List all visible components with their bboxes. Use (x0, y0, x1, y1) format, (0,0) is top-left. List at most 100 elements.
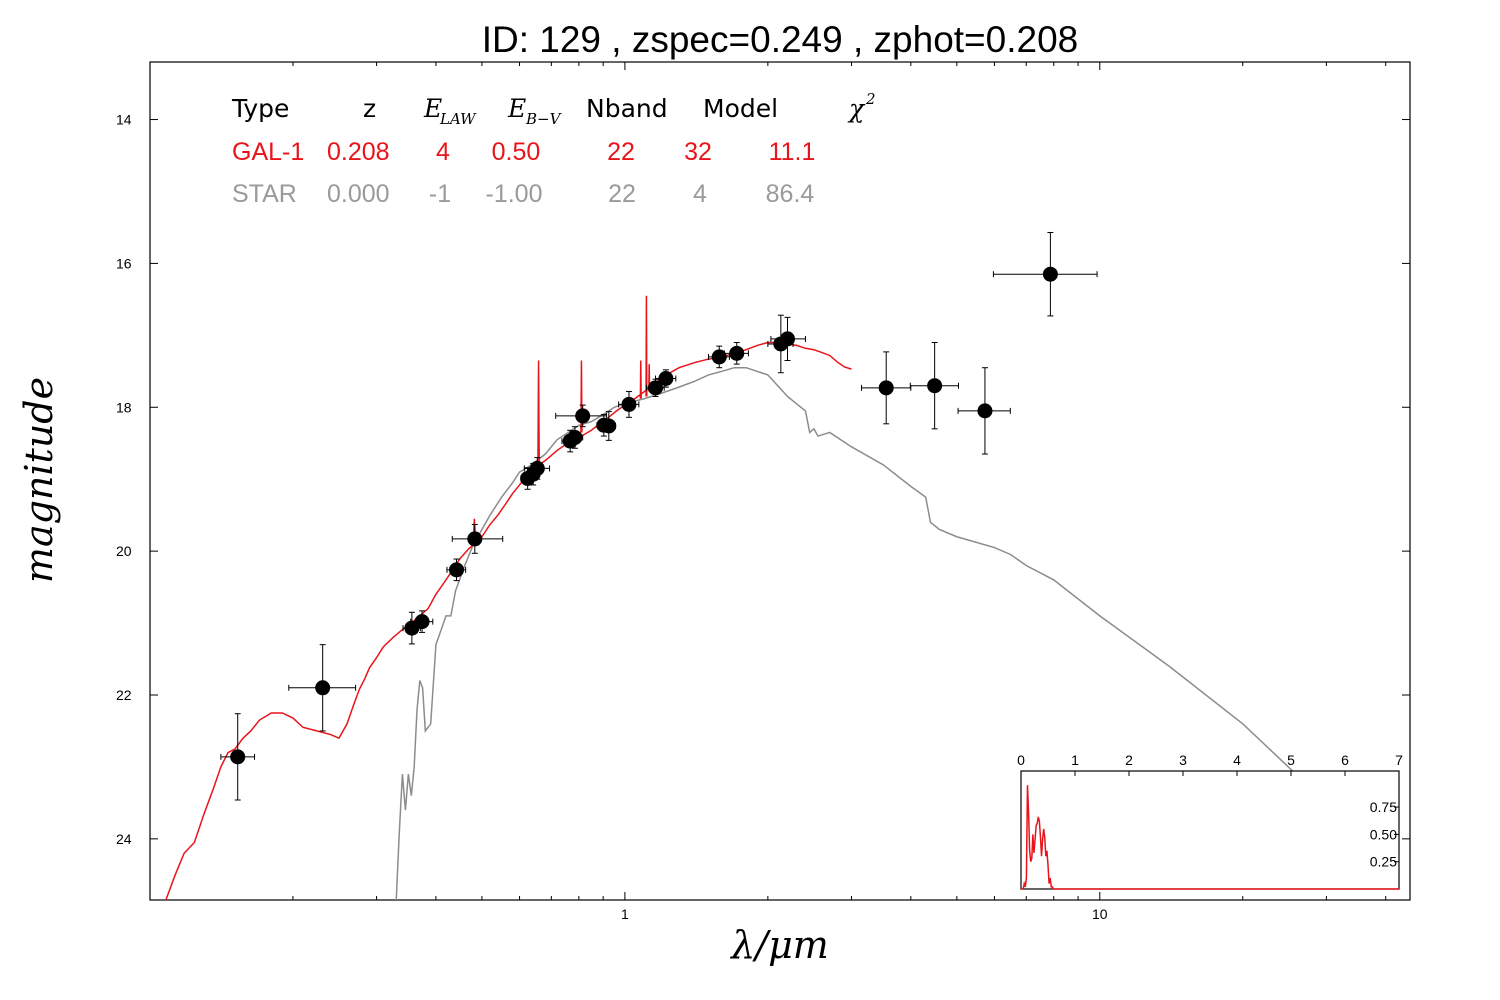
data-point-marker (449, 562, 465, 578)
data-point-marker (414, 614, 430, 630)
photometry-point (957, 367, 1011, 455)
data-point-marker (977, 403, 993, 419)
data-point-marker (1042, 266, 1058, 282)
data-point-marker (621, 396, 637, 412)
gal-ebv: 0.50 (492, 138, 541, 166)
y-tick-label: 14 (116, 112, 132, 128)
header-model: Model (703, 94, 778, 123)
inset-x-tick-label: 3 (1179, 752, 1187, 768)
header-ebv-subscript: B−V (525, 110, 563, 128)
emission-line-spike (645, 295, 648, 397)
header-nband: Nband (586, 94, 668, 123)
header-ebv: E (507, 94, 526, 123)
photometry-point (992, 231, 1098, 317)
photometry-point (410, 610, 434, 633)
photometry-point (770, 316, 806, 362)
inset-x-tick-label: 0 (1017, 752, 1025, 768)
data-point-marker (575, 408, 591, 424)
row-galaxy: GAL-1 0.208 4 0.50 22 32 11.1 (232, 138, 815, 166)
photometry-point (288, 644, 357, 732)
photometry-point (523, 457, 551, 480)
inset-x-tick-label: 6 (1341, 752, 1349, 768)
data-point-marker (315, 680, 331, 696)
inset-x-tick-label: 4 (1233, 752, 1241, 768)
star-model-line (395, 366, 1327, 900)
emission-line-spike (639, 360, 642, 399)
star-chi2: 86.4 (766, 180, 815, 208)
data-point-marker (711, 349, 727, 365)
data-point-marker (601, 418, 617, 434)
star-z: 0.000 (327, 180, 390, 208)
photometry-point (618, 390, 640, 418)
inset-x-tick-label: 2 (1125, 752, 1133, 768)
plot-area (165, 231, 1327, 900)
emission-line-spike (537, 360, 540, 462)
photometry-point (645, 378, 665, 397)
star-model: 4 (693, 180, 707, 208)
galaxy-model-line (165, 341, 852, 900)
row-star: STAR 0.000 -1 -1.00 22 4 86.4 (232, 180, 814, 208)
y-tick-label: 24 (116, 831, 132, 847)
gal-model: 32 (684, 138, 712, 166)
photometry-point (909, 342, 959, 430)
header-elaw-subscript: LAW (439, 110, 477, 128)
pdz-inset-plot: 0 1 2 3 4 5 6 7 0.25 0.50 0.75 (1017, 752, 1403, 890)
data-point-marker (729, 345, 745, 361)
data-point-marker (927, 378, 943, 394)
header-z: z (363, 94, 376, 123)
data-point-marker (529, 460, 545, 476)
photometry-point (708, 345, 730, 369)
header-chi2-superscript: 2 (865, 90, 876, 108)
data-point-marker (780, 331, 796, 347)
data-point-marker (648, 380, 664, 396)
y-axis-label: magnitude (17, 377, 61, 583)
photometry-point (451, 524, 504, 554)
photometry-point (723, 342, 749, 365)
photometry-point (601, 411, 617, 441)
gal-z: 0.208 (327, 138, 390, 166)
y-tick-label: 20 (116, 543, 132, 559)
header-type: Type (231, 94, 289, 123)
y-tick-label: 22 (116, 687, 132, 703)
inset-frame (1020, 770, 1400, 890)
star-elaw: -1 (429, 180, 451, 208)
photometry-point (446, 558, 467, 582)
data-point-marker (878, 380, 894, 396)
header-elaw: E (423, 94, 442, 123)
pdz-line (1021, 785, 1399, 890)
gal-chi2: 11.1 (769, 138, 816, 166)
inset-y-tick-label: 0.25 (1370, 854, 1397, 870)
star-nband: 22 (608, 180, 636, 208)
data-point-marker (658, 370, 674, 386)
gal-nband: 22 (607, 138, 635, 166)
star-type: STAR (232, 180, 297, 208)
inset-x-tick-label: 7 (1395, 752, 1403, 768)
data-point-marker (467, 531, 483, 547)
inset-y-tick-label: 0.75 (1370, 799, 1397, 815)
chart-title: ID: 129 , zspec=0.249 , zphot=0.208 (482, 19, 1079, 60)
y-tick-label: 18 (116, 399, 132, 415)
star-ebv: -1.00 (486, 180, 543, 208)
photometry-point (220, 713, 256, 801)
photometry-point (655, 369, 677, 388)
photometry-point (861, 351, 912, 425)
header-chi2: χ (847, 94, 866, 123)
data-point-marker (567, 429, 583, 445)
inset-y-tick-label: 0.50 (1370, 826, 1397, 842)
gal-elaw: 4 (436, 138, 450, 166)
plot-frame (149, 61, 1411, 901)
y-tick-label: 16 (116, 255, 132, 271)
fit-results-table: Type z E LAW E B−V Nband Model χ 2 GAL-1… (231, 90, 876, 208)
gal-type: GAL-1 (232, 138, 304, 166)
emission-line-spike (648, 364, 651, 392)
x-tick-label: 1 (621, 906, 629, 922)
data-point-marker (230, 749, 246, 765)
inset-x-tick-label: 5 (1287, 752, 1295, 768)
x-axis-label: λ/μm (729, 923, 829, 967)
x-tick-label: 10 (1092, 906, 1108, 922)
inset-x-tick-label: 1 (1071, 752, 1079, 768)
photometry-point (566, 426, 584, 449)
photometry-point (555, 404, 608, 428)
